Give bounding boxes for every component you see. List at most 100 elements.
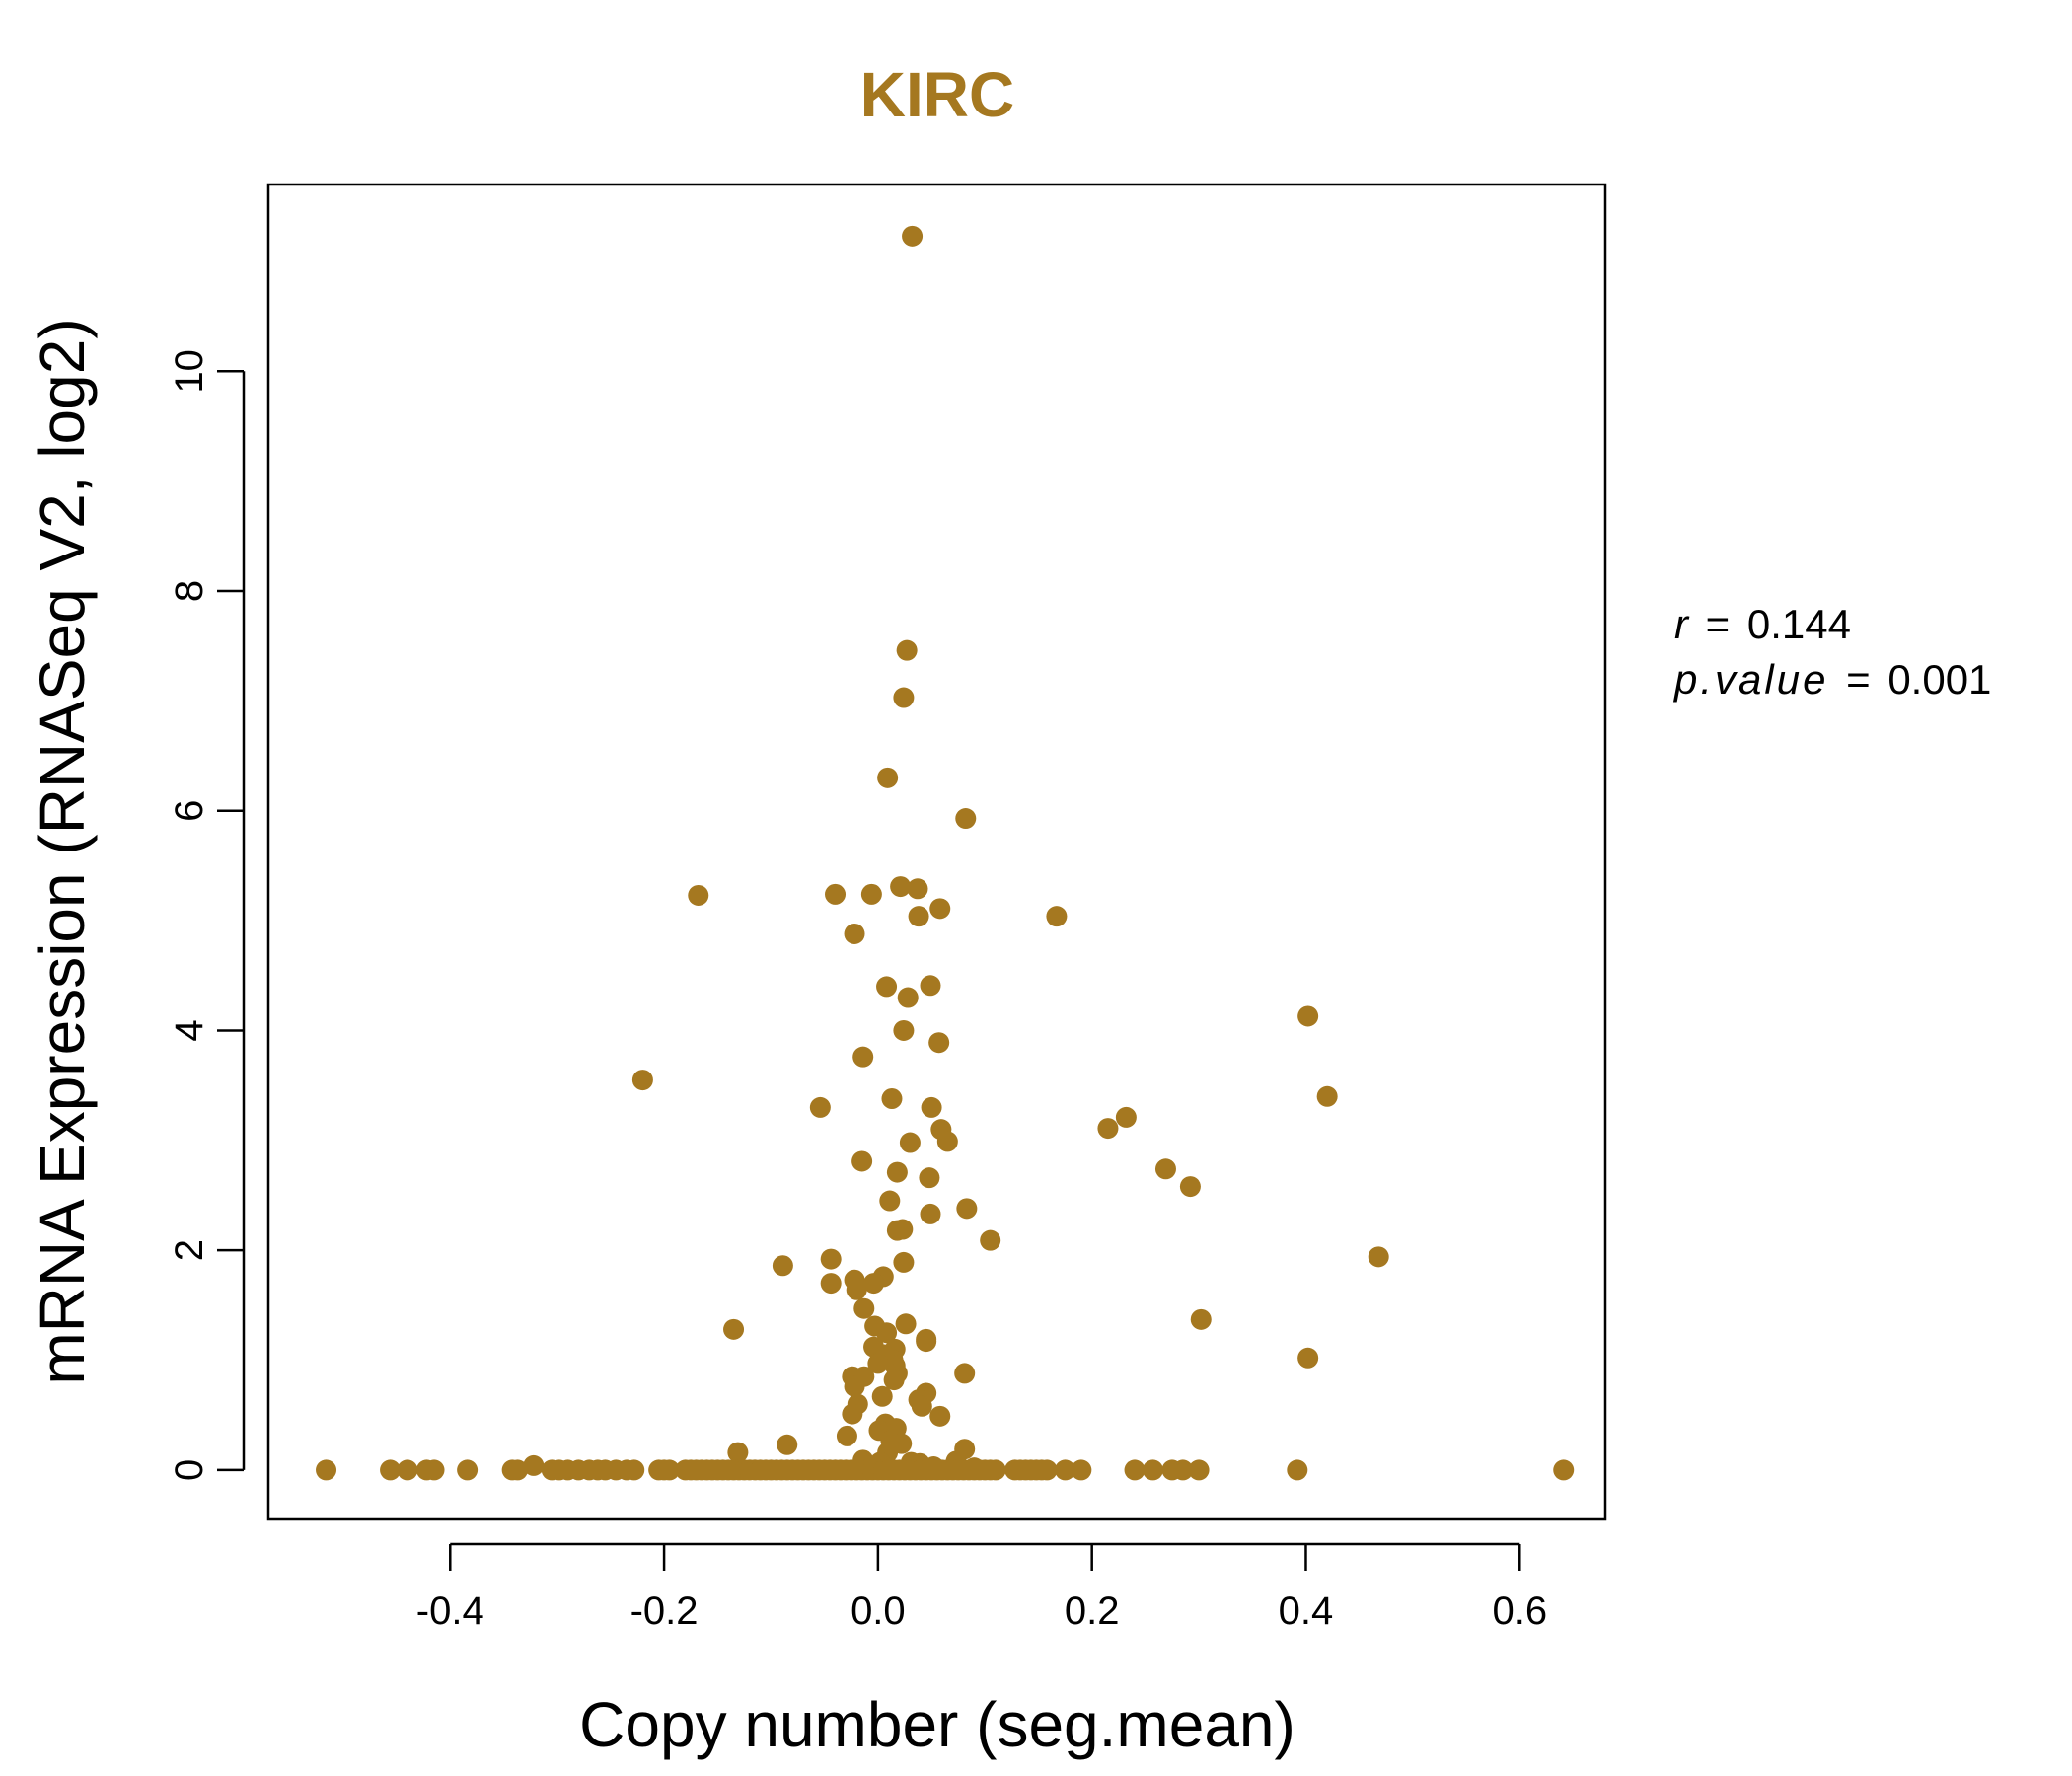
data-point <box>1368 1246 1389 1268</box>
p-label: p.value <box>1672 656 1828 703</box>
data-point <box>916 1331 937 1353</box>
data-point <box>920 1203 941 1224</box>
data-point <box>507 1459 529 1481</box>
data-point <box>457 1459 479 1481</box>
data-point <box>1287 1459 1308 1481</box>
data-point <box>659 1459 680 1481</box>
data-point <box>844 1375 865 1397</box>
data-point <box>928 1032 950 1054</box>
data-point <box>929 898 951 920</box>
data-point <box>844 923 865 944</box>
x-tick-label: 0.4 <box>1279 1590 1334 1633</box>
data-point <box>908 906 929 927</box>
plot-frame <box>266 183 1607 1521</box>
data-point <box>877 767 899 788</box>
data-point <box>772 1255 793 1277</box>
x-axis: -0.4 -0.2 0.0 0.2 0.4 0.6 <box>416 1542 1547 1633</box>
data-point <box>902 225 924 247</box>
data-point <box>897 987 919 1008</box>
data-point <box>929 1405 951 1427</box>
y-tick-label: 4 <box>168 1019 211 1041</box>
data-point <box>907 878 928 900</box>
data-point <box>836 1425 857 1446</box>
data-point <box>876 1322 898 1344</box>
data-point <box>863 1273 885 1295</box>
correlation-r: r = 0.144 <box>1674 601 1851 647</box>
data-point <box>631 1070 653 1091</box>
data-point <box>397 1459 418 1481</box>
data-point <box>893 1019 915 1041</box>
data-point <box>423 1459 445 1481</box>
data-point <box>954 1363 976 1384</box>
y-tick-label: 6 <box>168 800 211 822</box>
x-tick-label: 0.6 <box>1492 1590 1547 1633</box>
data-point <box>920 975 941 997</box>
y-axis: 0 2 4 6 8 10 <box>168 349 246 1481</box>
p-equals: = <box>1846 656 1871 703</box>
data-point <box>809 1096 831 1118</box>
data-point <box>1172 1459 1194 1481</box>
data-point <box>893 687 915 708</box>
y-axis-title: mRNA Expression (RNASeq V2, log2) <box>27 318 98 1384</box>
data-point <box>881 1087 903 1109</box>
data-point <box>688 884 709 906</box>
x-tick-label: -0.4 <box>416 1590 484 1633</box>
y-tick-label: 8 <box>168 580 211 602</box>
data-point <box>624 1459 645 1481</box>
data-point <box>1097 1118 1119 1140</box>
data-point <box>846 1279 867 1300</box>
data-point <box>1188 1459 1210 1481</box>
data-point <box>1179 1176 1201 1198</box>
data-point <box>860 883 882 905</box>
data-point <box>893 1251 915 1273</box>
data-point <box>886 1220 908 1241</box>
data-point <box>1115 1106 1137 1128</box>
data-points <box>316 225 1575 1481</box>
data-point <box>890 876 912 898</box>
data-point <box>886 1161 908 1183</box>
y-tick-label: 2 <box>168 1239 211 1261</box>
data-point <box>911 1395 932 1417</box>
data-point <box>883 1369 905 1391</box>
data-point <box>955 808 977 830</box>
p-value: p.value = 0.001 <box>1672 656 1991 703</box>
data-point <box>820 1273 842 1295</box>
data-point <box>936 1131 958 1152</box>
data-point <box>1142 1459 1163 1481</box>
data-point <box>853 1297 875 1319</box>
data-point <box>985 1459 1006 1481</box>
data-point <box>921 1096 942 1118</box>
data-point <box>842 1403 863 1425</box>
data-point <box>1297 1347 1319 1369</box>
data-point <box>380 1459 402 1481</box>
p-number: 0.001 <box>1887 656 1991 703</box>
data-point <box>867 1353 889 1374</box>
r-equals: = <box>1706 601 1731 647</box>
y-tick-label: 0 <box>168 1459 211 1481</box>
data-point <box>1124 1459 1146 1481</box>
data-point <box>980 1229 1001 1251</box>
x-tick-label: 0.2 <box>1065 1590 1120 1633</box>
data-point <box>956 1198 978 1220</box>
chart-title: KIRC <box>860 59 1014 130</box>
data-point <box>896 639 918 661</box>
data-point <box>852 1046 874 1068</box>
data-point <box>316 1459 337 1481</box>
data-point <box>1071 1459 1092 1481</box>
data-point <box>1190 1308 1212 1330</box>
data-point <box>825 883 847 905</box>
x-tick-label: -0.2 <box>630 1590 699 1633</box>
data-point <box>820 1248 842 1270</box>
data-point <box>879 1190 901 1212</box>
data-point <box>895 1313 917 1335</box>
data-point <box>899 1132 921 1153</box>
data-point <box>1036 1459 1058 1481</box>
data-point <box>727 1442 749 1463</box>
data-point <box>871 1385 893 1407</box>
data-point <box>1553 1459 1575 1481</box>
data-point <box>523 1454 545 1476</box>
data-point <box>919 1167 940 1189</box>
data-point <box>1316 1085 1338 1107</box>
x-axis-title: Copy number (seg.mean) <box>579 1689 1295 1760</box>
